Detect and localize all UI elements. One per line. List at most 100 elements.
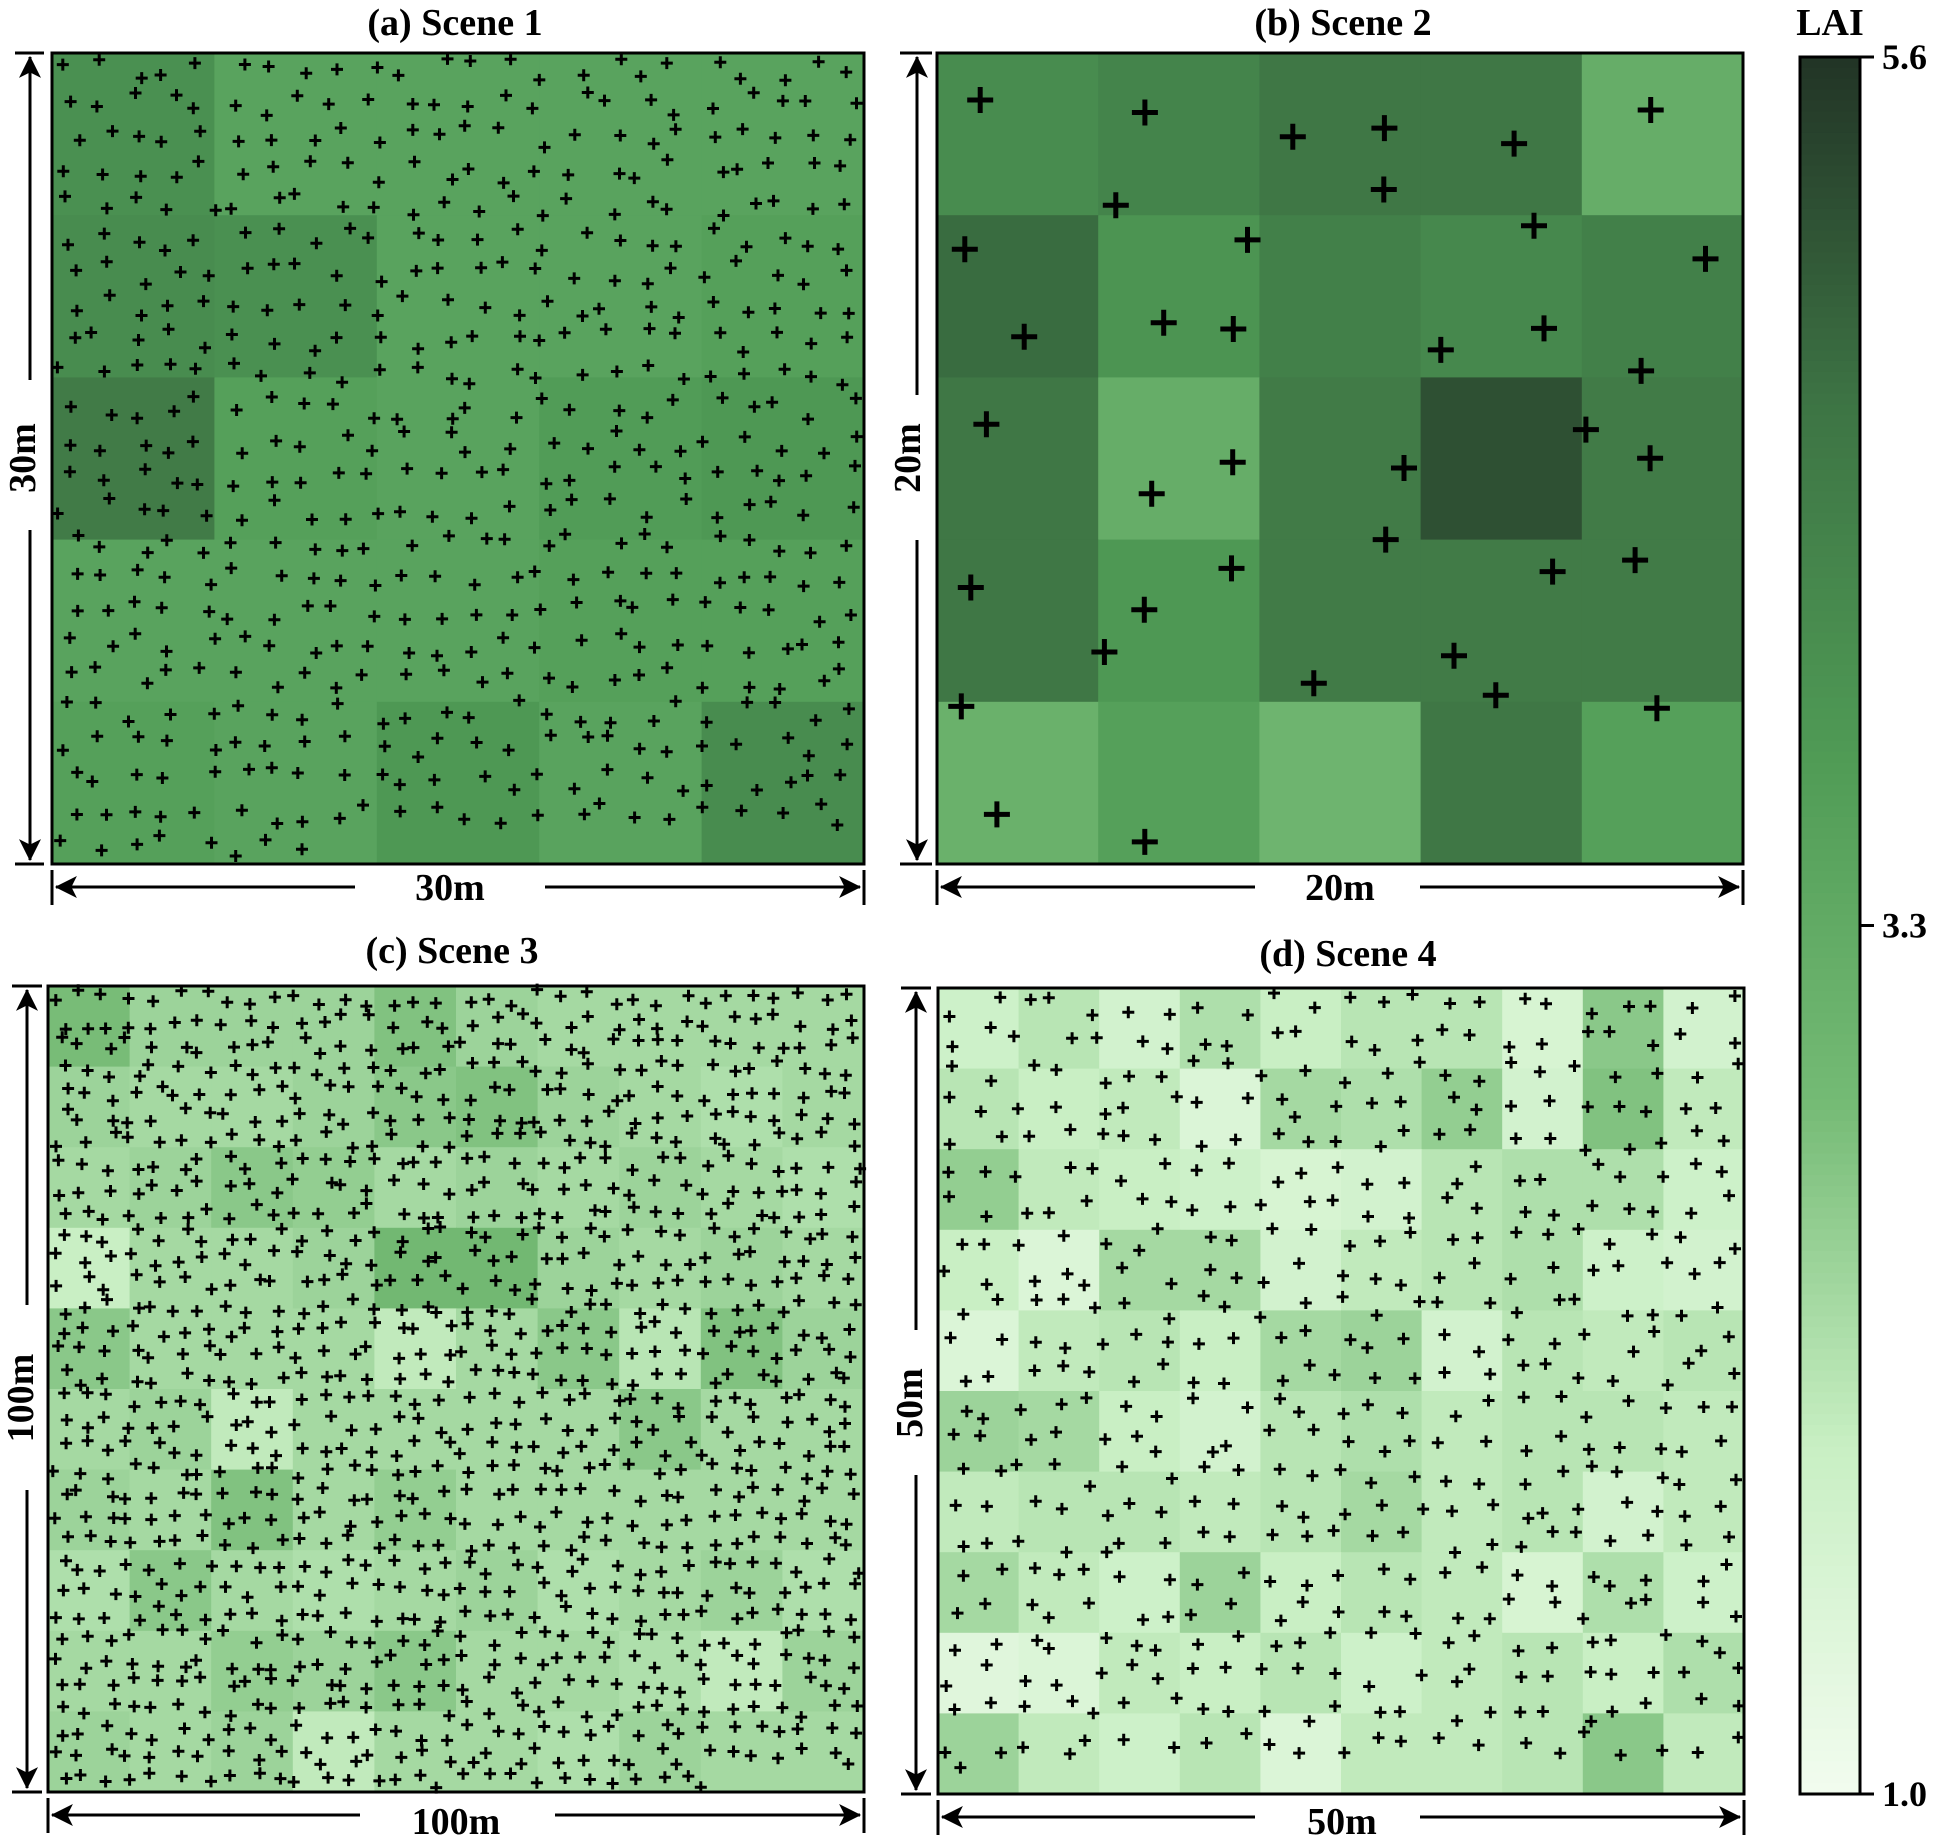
- tree-marker: [839, 1538, 852, 1551]
- tree-marker: [529, 372, 542, 384]
- tree-marker: [719, 989, 732, 1002]
- tree-marker: [1324, 1626, 1337, 1639]
- tree-marker: [610, 425, 623, 437]
- tree-marker: [1378, 1445, 1391, 1458]
- tree-marker: [406, 1492, 419, 1505]
- lai-cell: [129, 986, 212, 1068]
- tree-marker: [360, 1197, 373, 1210]
- tree-marker: [58, 1228, 71, 1241]
- tree-marker: [272, 1341, 285, 1354]
- tree-marker: [1655, 1442, 1668, 1455]
- tree-marker: [431, 1459, 444, 1472]
- tree-marker: [311, 1609, 324, 1622]
- tree-marker: [190, 1046, 203, 1059]
- tree-marker: [633, 1628, 646, 1640]
- tree-marker: [652, 1277, 665, 1289]
- lai-cell: [1421, 1391, 1503, 1473]
- tree-marker: [166, 1089, 179, 1102]
- tree-marker: [714, 530, 727, 543]
- tree-marker: [246, 1068, 259, 1081]
- tree-marker: [996, 1333, 1009, 1346]
- tree-marker: [608, 1754, 621, 1767]
- tree-marker: [727, 1703, 740, 1716]
- tree-marker: [439, 1556, 452, 1569]
- tree-marker: [459, 1605, 472, 1618]
- tree-marker: [746, 1087, 758, 1100]
- tree-marker: [1057, 1229, 1070, 1242]
- tree-marker: [422, 1255, 435, 1268]
- tree-marker: [802, 1373, 815, 1386]
- tree-marker: [785, 776, 797, 789]
- tree-marker: [154, 810, 167, 823]
- tree-marker: [949, 1644, 961, 1657]
- tree-marker: [209, 765, 222, 778]
- tree-marker: [614, 594, 627, 607]
- tree-marker: [431, 649, 443, 662]
- colorbar-step: [1800, 328, 1860, 341]
- tree-marker: [1010, 1458, 1023, 1471]
- tree-marker: [706, 1457, 719, 1470]
- tree-marker: [348, 1459, 361, 1472]
- lai-cell: [782, 1469, 865, 1551]
- colorbar-step: [1800, 241, 1860, 254]
- lai-cell: [1018, 1149, 1100, 1231]
- lai-cell: [1663, 1229, 1745, 1311]
- tree-marker: [97, 1411, 110, 1424]
- tree-marker: [1606, 1375, 1619, 1387]
- tree-marker: [429, 1156, 442, 1169]
- tree-marker: [100, 1655, 113, 1668]
- colorbar-step: [1800, 903, 1860, 916]
- tree-marker: [229, 850, 242, 862]
- tree-marker: [145, 1513, 158, 1526]
- tree-marker: [1339, 1508, 1352, 1521]
- lai-cell: [537, 1066, 620, 1148]
- tree-marker: [180, 1661, 192, 1674]
- tree-marker: [558, 1161, 571, 1174]
- tree-marker: [540, 708, 553, 721]
- tree-marker: [840, 539, 853, 552]
- tree-marker: [536, 1386, 549, 1399]
- tree-marker: [504, 1038, 517, 1051]
- tree-marker: [647, 137, 660, 150]
- tree-marker: [365, 1464, 378, 1476]
- lai-cell: [52, 701, 215, 865]
- tree-marker: [850, 1175, 863, 1188]
- tree-marker: [333, 812, 346, 825]
- tree-marker: [384, 1064, 397, 1077]
- tree-marker: [1191, 1578, 1204, 1591]
- tree-marker: [1187, 1376, 1200, 1389]
- tree-marker: [1365, 1476, 1378, 1489]
- tree-marker: [598, 1230, 611, 1243]
- tree-marker: [1431, 1436, 1444, 1449]
- tree-marker: [336, 376, 349, 389]
- tree-marker: [337, 1695, 350, 1708]
- lai-cell: [1098, 53, 1260, 216]
- tree-markers: [948, 87, 1719, 855]
- tree-marker: [606, 1612, 619, 1625]
- tree-marker: [556, 1252, 569, 1265]
- tree-marker: [275, 1614, 288, 1627]
- tree-marker: [1722, 1330, 1735, 1343]
- tree-marker: [369, 1423, 382, 1436]
- tree-marker: [1484, 1706, 1497, 1719]
- lai-cell: [937, 215, 1099, 378]
- lai-cell: [1260, 1068, 1342, 1150]
- tree-marker: [670, 1758, 683, 1771]
- tree-marker: [179, 1326, 192, 1339]
- tree-marker: [823, 1552, 836, 1565]
- colorbar-tick-label: 5.6: [1882, 37, 1927, 77]
- tree-marker: [372, 1578, 385, 1591]
- tree-marker: [671, 1090, 684, 1102]
- width-dimension: 50m: [936, 1800, 1746, 1837]
- tree-marker: [406, 98, 419, 110]
- tree-marker: [657, 1151, 670, 1164]
- tree-marker: [630, 1415, 643, 1428]
- tree-marker: [455, 1649, 468, 1662]
- tree-marker: [377, 717, 390, 730]
- tree-marker: [1170, 1692, 1183, 1705]
- tree-marker: [513, 1396, 526, 1409]
- tree-marker: [1603, 1025, 1616, 1038]
- panel-title: (a) Scene 1: [367, 2, 542, 44]
- tree-marker: [1692, 245, 1719, 272]
- tree-marker: [478, 1176, 490, 1189]
